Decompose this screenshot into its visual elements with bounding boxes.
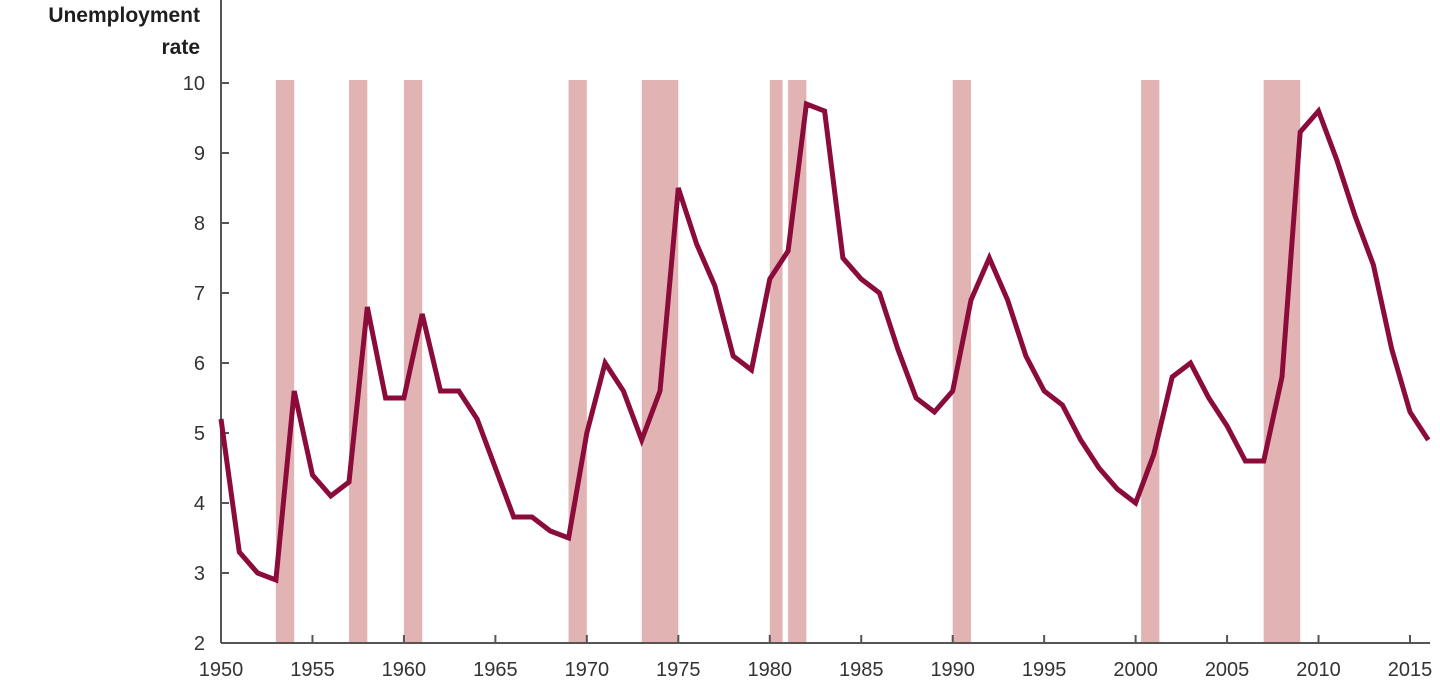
x-tick-label: 1960 xyxy=(382,659,427,681)
y-tick-label: 6 xyxy=(194,353,205,375)
x-tick-label: 1995 xyxy=(1022,659,1067,681)
recession-band xyxy=(568,80,587,643)
x-tick-label: 1985 xyxy=(839,659,884,681)
y-tick-label: 10 xyxy=(183,73,205,95)
y-tick-label: 8 xyxy=(194,213,205,235)
y-axis-ticks: 2 3 4 5 6 7 8 9 10 xyxy=(183,73,229,655)
x-tick-label: 2000 xyxy=(1113,659,1158,681)
y-tick-label: 7 xyxy=(194,283,205,305)
y-axis-label-line1: Unemployment xyxy=(48,4,200,27)
x-tick-label: 1975 xyxy=(656,659,701,681)
x-tick-label: 1980 xyxy=(748,659,793,681)
recession-band xyxy=(952,80,971,643)
x-tick-label: 1950 xyxy=(199,659,244,681)
x-tick-label: 2015 xyxy=(1388,659,1433,681)
x-tick-label: 2005 xyxy=(1205,659,1250,681)
recession-band xyxy=(349,80,368,643)
recession-bands xyxy=(275,80,1301,643)
x-tick-label: 1965 xyxy=(473,659,518,681)
x-tick-label: 1970 xyxy=(565,659,610,681)
x-tick-label: 2010 xyxy=(1296,659,1341,681)
y-axis-label-line2: rate xyxy=(161,36,200,59)
y-tick-label: 9 xyxy=(194,143,205,165)
recession-band xyxy=(275,80,295,643)
y-tick-label: 4 xyxy=(194,493,205,515)
y-tick-label: 2 xyxy=(194,633,205,655)
data-series xyxy=(218,100,1431,584)
unemployment-line xyxy=(218,100,1431,584)
recession-band xyxy=(641,80,679,643)
x-tick-label: 1955 xyxy=(290,659,335,681)
y-tick-label: 3 xyxy=(194,563,205,585)
x-tick-label: 1990 xyxy=(930,659,975,681)
y-tick-label: 5 xyxy=(194,423,205,445)
recession-band xyxy=(769,80,783,643)
recession-band xyxy=(1141,80,1160,643)
x-axis-ticks: 1950 1955 1960 1965 1970 1975 1980 1985 1990 1995… xyxy=(199,635,1433,681)
axes xyxy=(220,0,1430,644)
